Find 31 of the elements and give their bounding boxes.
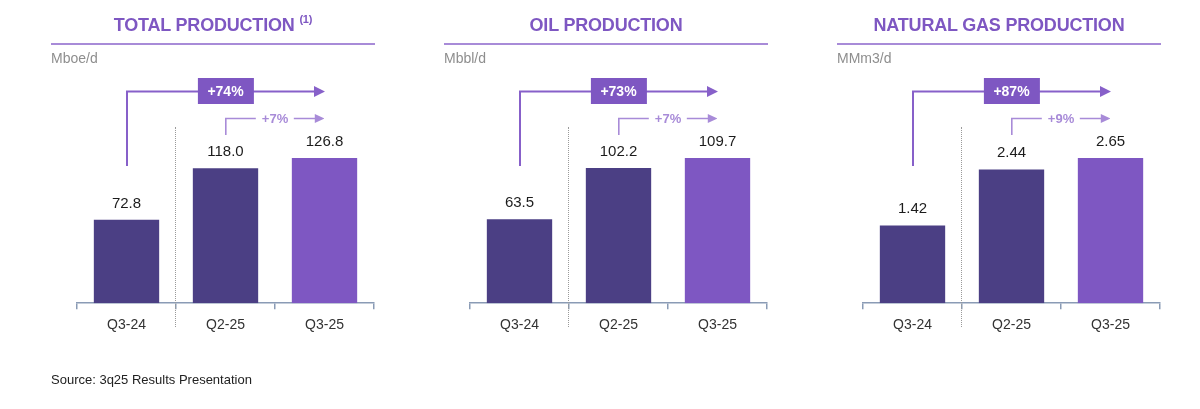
x-tick-label: Q2-25 xyxy=(206,316,246,333)
y-axis-title: MMm3/d xyxy=(837,50,892,66)
chart-title: TOTAL PRODUCTION $^{(1)}$ xyxy=(51,8,375,45)
data-label: 1.42 xyxy=(897,199,928,217)
text: +87% xyxy=(983,78,1040,104)
data-label: 126.8 xyxy=(305,131,344,149)
data-label: 72.8 xyxy=(111,193,142,211)
data-label: 102.2 xyxy=(599,141,638,159)
x-tick-label: Q2-25 xyxy=(599,316,639,333)
text: +7% xyxy=(255,110,295,126)
data-label: 2.65 xyxy=(1095,131,1126,149)
text: +73% xyxy=(590,78,647,104)
y-axis-title: Mboe/d xyxy=(51,50,98,66)
x-tick-label: Q3-25 xyxy=(1091,316,1131,333)
data-label: 2.44 xyxy=(996,143,1027,161)
chart-title: NATURAL GAS PRODUCTION xyxy=(837,8,1161,45)
source-note: Source: 3q25 Results Presentation xyxy=(51,372,252,387)
x-tick-label: Q3-24 xyxy=(893,316,933,333)
text: +9% xyxy=(1041,110,1081,126)
x-tick-label: Q3-25 xyxy=(698,316,738,333)
chart-title: OIL PRODUCTION xyxy=(444,8,768,45)
x-tick-label: Q3-24 xyxy=(107,316,147,333)
data-label: 109.7 xyxy=(698,131,737,149)
x-tick-label: Q2-25 xyxy=(992,316,1032,333)
data-label: 63.5 xyxy=(504,192,535,210)
text: +7% xyxy=(648,110,688,126)
x-tick-label: Q3-24 xyxy=(500,316,540,333)
data-label: 118.0 xyxy=(207,141,244,159)
x-tick-label: Q3-25 xyxy=(305,316,345,333)
y-axis-title: Mbbl/d xyxy=(444,50,487,66)
text: +74% xyxy=(197,78,254,104)
